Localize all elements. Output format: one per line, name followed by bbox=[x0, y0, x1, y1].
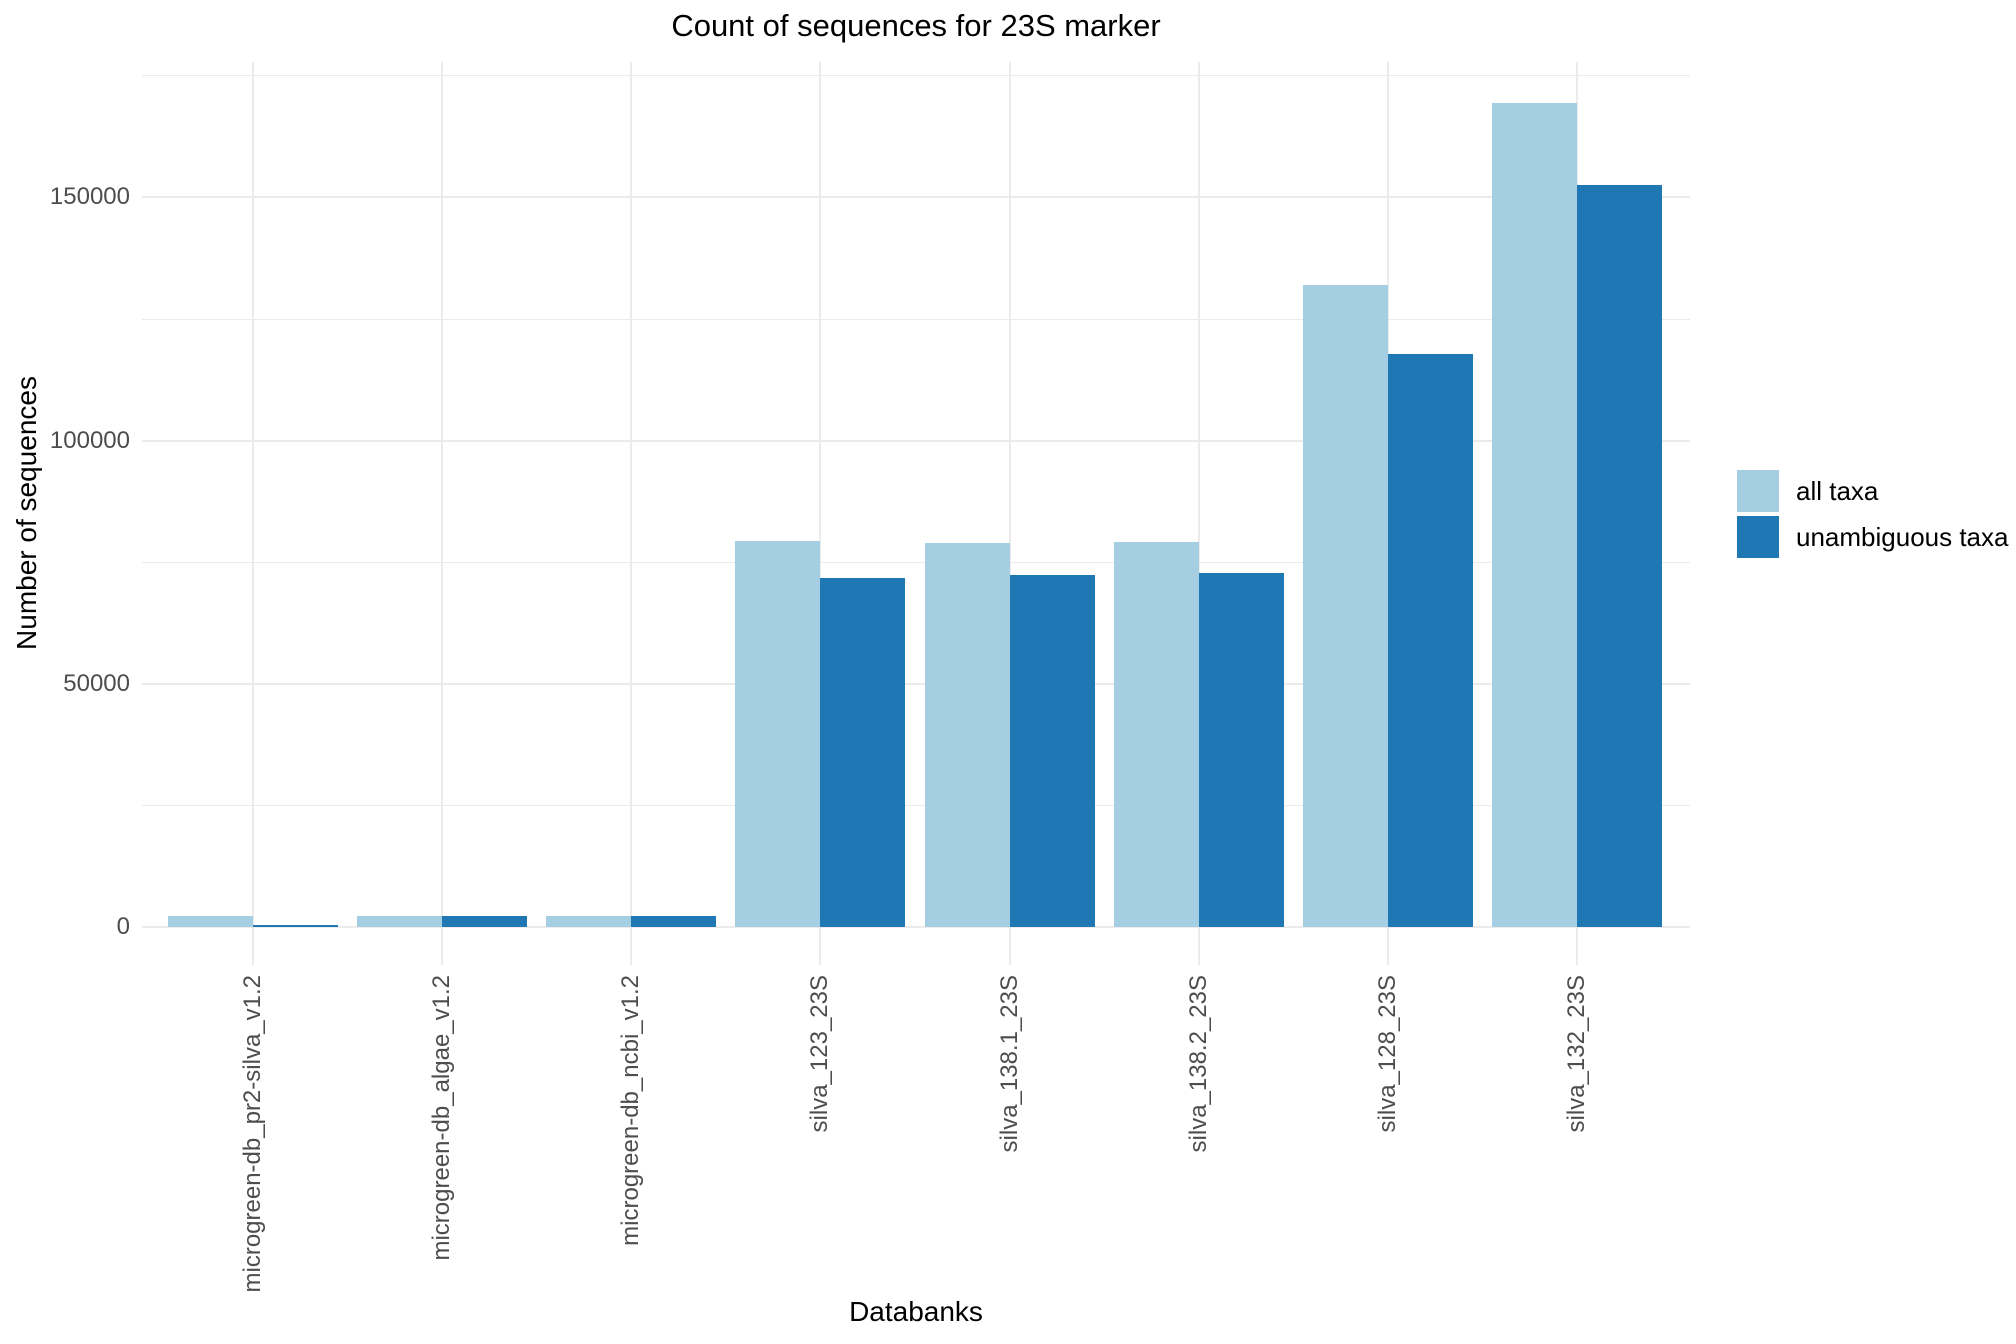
bar-unambiguous-taxa-silva_138.2_23s bbox=[1198, 572, 1284, 927]
x-tick-label-silva_132_23s: silva_132_23S bbox=[1563, 975, 1590, 1133]
y-tick-label-100000: 100000 bbox=[49, 426, 130, 454]
plot-area bbox=[142, 62, 1690, 965]
x-tick-label-silva_138.2_23s: silva_138.2_23S bbox=[1184, 975, 1212, 1153]
legend-item-all-taxa: all taxa bbox=[1737, 470, 2008, 512]
gridline-y-0 bbox=[142, 926, 1690, 928]
bar-unambiguous-taxa-microgreen-db_pr2-silva_v1.2 bbox=[253, 925, 338, 927]
legend-label-unambiguous-taxa: unambiguous taxa bbox=[1796, 521, 2009, 552]
x-tick-label-silva_128_23s: silva_128_23S bbox=[1373, 975, 1401, 1133]
gridline-x-silva_138.2_23s bbox=[1197, 62, 1200, 965]
y-tick-label-0: 0 bbox=[116, 913, 130, 940]
bar-all-taxa-microgreen-db_ncbi_v1.2 bbox=[546, 916, 632, 927]
bar-all-taxa-silva_138.1_23s bbox=[924, 542, 1010, 927]
x-axis-title: Databanks bbox=[849, 1296, 983, 1327]
gridline-y-50000 bbox=[142, 682, 1690, 685]
gridline-y-minor-175000 bbox=[142, 75, 1690, 77]
gridline-y-minor-125000 bbox=[142, 318, 1690, 320]
x-tick-label-silva_138.1_23s: silva_138.1_23S bbox=[995, 975, 1023, 1153]
bar-all-taxa-silva_132_23s bbox=[1492, 102, 1577, 927]
gridline-y-minor-75000 bbox=[142, 561, 1690, 563]
bar-unambiguous-taxa-microgreen-db_ncbi_v1.2 bbox=[631, 916, 717, 927]
bar-all-taxa-microgreen-db_algae_v1.2 bbox=[357, 916, 443, 927]
legend-swatch-unambiguous-taxa bbox=[1737, 516, 1779, 558]
x-tick-label-microgreen-db_pr2-silva_v1.2: microgreen-db_pr2-silva_v1.2 bbox=[239, 975, 266, 1293]
legend-swatch-all-taxa bbox=[1737, 470, 1779, 512]
legend-label-all-taxa: all taxa bbox=[1796, 475, 1879, 506]
bar-unambiguous-taxa-microgreen-db_algae_v1.2 bbox=[442, 916, 528, 927]
x-tick-label-microgreen-db_algae_v1.2: microgreen-db_algae_v1.2 bbox=[428, 975, 456, 1261]
legend: all taxa unambiguous taxa bbox=[1737, 470, 2008, 562]
x-tick-label-silva_123_23s: silva_123_23S bbox=[806, 975, 834, 1133]
gridline-y-100000 bbox=[142, 439, 1690, 442]
bar-unambiguous-taxa-silva_132_23s bbox=[1577, 185, 1662, 927]
gridline-x-silva_138.1_23s bbox=[1008, 62, 1011, 965]
x-tick-label-microgreen-db_ncbi_v1.2: microgreen-db_ncbi_v1.2 bbox=[617, 975, 645, 1246]
bar-all-taxa-silva_123_23s bbox=[735, 540, 821, 927]
chart-title: Count of sequences for 23S marker bbox=[671, 8, 1161, 43]
gridline-y-minor-25000 bbox=[142, 804, 1690, 806]
y-tick-label-50000: 50000 bbox=[63, 669, 130, 697]
bar-unambiguous-taxa-silva_128_23s bbox=[1387, 353, 1473, 927]
bar-all-taxa-silva_128_23s bbox=[1302, 285, 1388, 927]
y-axis-title: Number of sequences bbox=[11, 376, 42, 650]
legend-item-unambiguous-taxa: unambiguous taxa bbox=[1737, 516, 2008, 558]
gridline-x-microgreen-db_algae_v1.2 bbox=[441, 62, 444, 965]
gridline-x-microgreen-db_ncbi_v1.2 bbox=[630, 62, 633, 965]
gridline-y-150000 bbox=[142, 196, 1690, 199]
bar-unambiguous-taxa-silva_123_23s bbox=[820, 577, 906, 927]
gridline-x-silva_123_23s bbox=[819, 62, 822, 965]
gridline-x-microgreen-db_pr2-silva_v1.2 bbox=[252, 62, 254, 965]
y-tick-label-150000: 150000 bbox=[49, 183, 130, 211]
bar-unambiguous-taxa-silva_138.1_23s bbox=[1009, 574, 1095, 927]
bar-all-taxa-silva_138.2_23s bbox=[1113, 541, 1199, 927]
bar-all-taxa-microgreen-db_pr2-silva_v1.2 bbox=[168, 916, 253, 927]
